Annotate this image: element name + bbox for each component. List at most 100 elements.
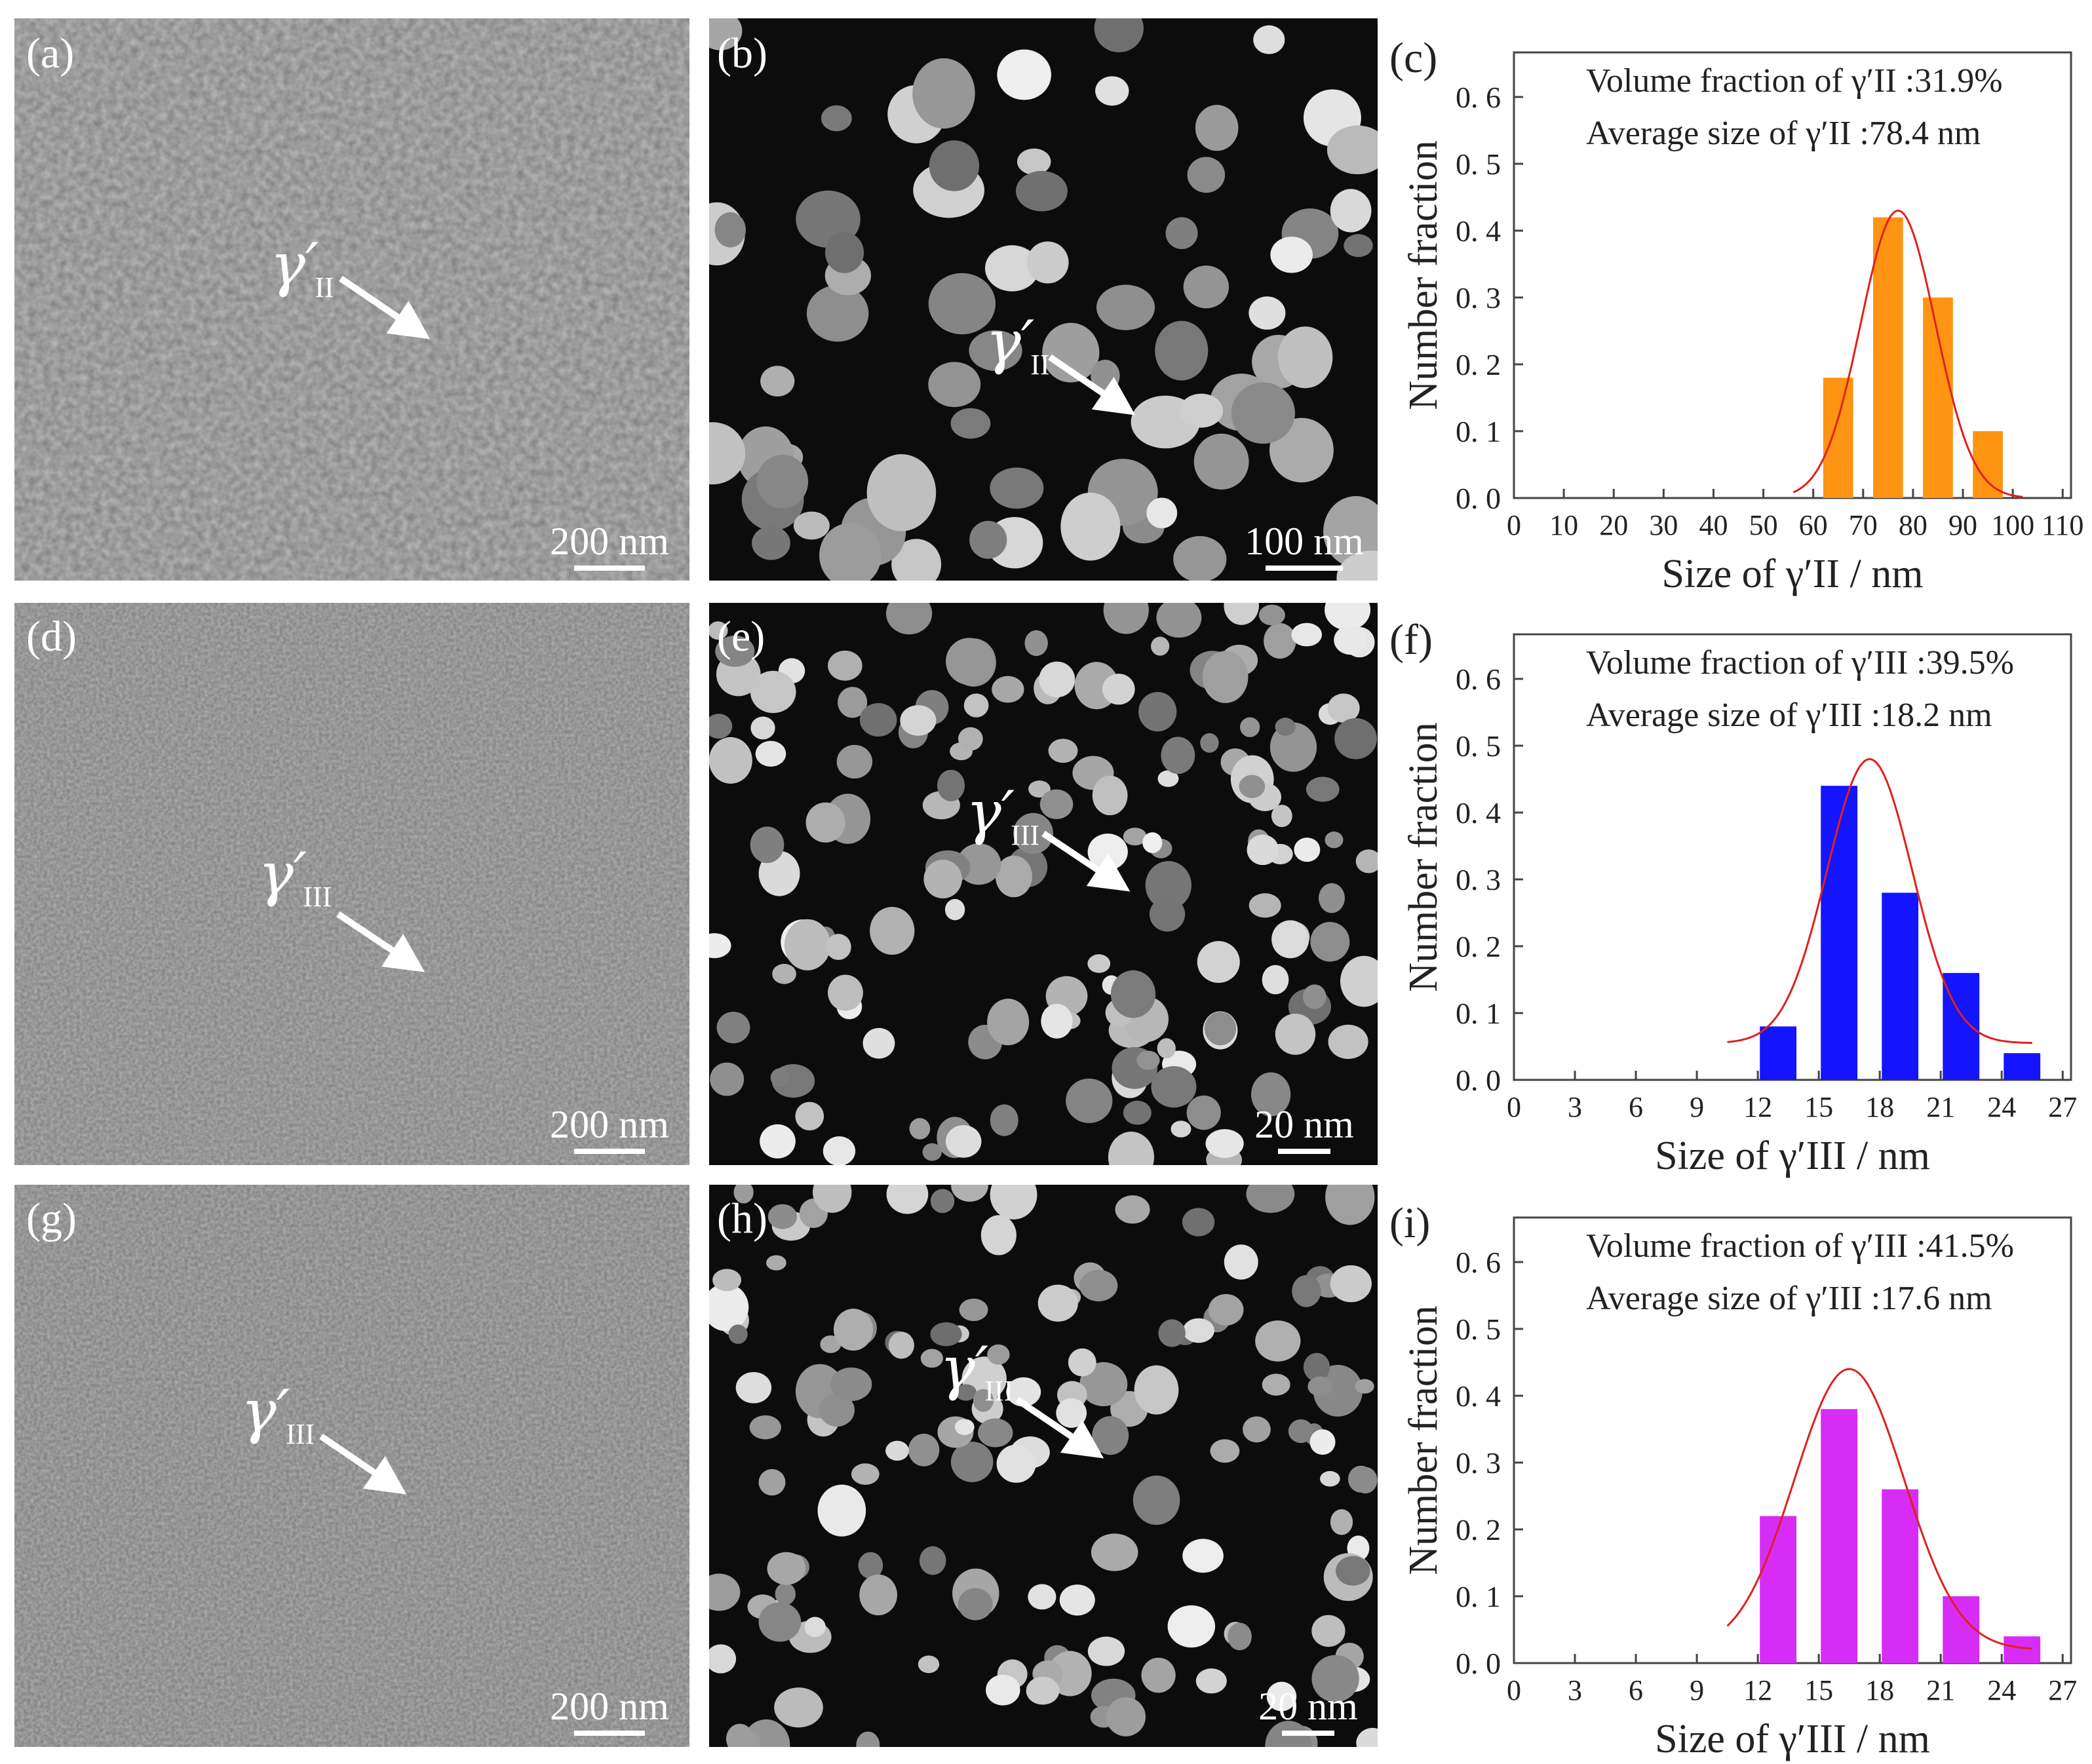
particle <box>912 58 975 129</box>
sem-micrograph <box>14 603 689 1165</box>
particle <box>709 737 752 784</box>
particle <box>1253 25 1285 54</box>
particle <box>1195 1668 1227 1694</box>
y-tick-label: 0. 6 <box>1456 662 1501 696</box>
particle <box>1048 738 1078 763</box>
particle <box>958 1588 993 1620</box>
particle <box>1186 1095 1221 1130</box>
x-tick-label: 12 <box>1743 1091 1772 1123</box>
particle <box>908 1433 940 1467</box>
particle <box>709 1283 749 1332</box>
particle <box>709 1644 737 1674</box>
particle <box>1157 770 1179 787</box>
particle <box>733 1185 754 1204</box>
particle <box>1183 265 1230 309</box>
tem-micrograph <box>709 1185 1378 1747</box>
particle <box>1123 1100 1152 1125</box>
particle <box>1311 1655 1359 1702</box>
particle <box>969 330 1022 372</box>
particle <box>1231 382 1295 444</box>
y-tick-label: 0. 2 <box>1456 348 1501 381</box>
particle <box>760 1124 796 1159</box>
particle <box>1271 805 1292 828</box>
particle <box>1091 1533 1138 1571</box>
x-tick-label: 0 <box>1507 1091 1521 1123</box>
particle <box>836 744 873 779</box>
particle <box>1255 1320 1301 1362</box>
particle <box>859 1574 897 1616</box>
particle <box>945 1125 982 1158</box>
particle <box>767 1552 806 1585</box>
particle <box>772 963 796 984</box>
particle <box>1319 1470 1340 1487</box>
particle <box>710 1062 745 1096</box>
particle <box>1079 1269 1118 1301</box>
particle <box>1108 1132 1154 1165</box>
particle <box>1262 1373 1290 1396</box>
chart-svg: (c) 0. 0 0. 1 0. 2 0. 3 0. 4 0. 5 0. 6 0 10 20 30 40… <box>1389 34 2083 596</box>
particle <box>859 702 897 737</box>
particle <box>1146 497 1178 529</box>
particle <box>726 1723 754 1747</box>
particle <box>987 1344 1010 1365</box>
particle <box>1165 217 1198 250</box>
annotation-volume-fraction: Volume fraction of γ′III :41.5% <box>1586 1227 2014 1265</box>
particle <box>820 1335 842 1353</box>
particle <box>716 1011 750 1044</box>
y-tick-label: 0. 4 <box>1456 796 1501 830</box>
particle <box>825 934 851 960</box>
x-tick-label: 3 <box>1568 1091 1582 1123</box>
particle <box>1079 1362 1128 1406</box>
particle <box>1039 661 1075 698</box>
particle <box>1094 18 1144 52</box>
particle <box>1197 941 1240 983</box>
particle <box>980 1215 1017 1256</box>
particle <box>774 1687 823 1728</box>
x-tick-label: 24 <box>1987 1674 2016 1706</box>
particle <box>766 1255 786 1271</box>
histogram-chart-f: (f) 0. 0 0. 1 0. 2 0. 3 0. 4 0. 5 0. 6 0 3 6 9 12 15 1… <box>1383 602 2091 1178</box>
particle <box>819 523 881 581</box>
particle <box>828 974 863 1011</box>
particle <box>1275 1013 1316 1055</box>
y-tick-label: 0. 6 <box>1456 1246 1501 1279</box>
particle <box>950 408 991 439</box>
particle <box>1103 603 1149 634</box>
particle <box>973 1389 994 1412</box>
particle <box>1291 623 1323 647</box>
y-tick-label: 0. 4 <box>1456 1379 1501 1413</box>
particle <box>1258 604 1285 626</box>
y-tick-label: 0. 3 <box>1456 1446 1501 1480</box>
particle <box>1327 125 1378 174</box>
particle <box>928 273 996 335</box>
particle <box>1156 603 1202 638</box>
particle <box>709 714 733 739</box>
particle <box>1039 789 1074 820</box>
particle <box>1330 1509 1353 1535</box>
particle <box>1123 828 1147 846</box>
panel-label-a: (a) <box>26 29 75 77</box>
histogram-bar <box>1760 1026 1797 1080</box>
particle <box>793 511 830 540</box>
particle <box>1247 834 1279 866</box>
particle <box>955 1384 977 1401</box>
tem-panel-e <box>709 603 1378 1165</box>
scale-bar: 200 nm <box>537 519 682 571</box>
histogram-chart-c: (c) 0. 0 0. 1 0. 2 0. 3 0. 4 0. 5 0. 6 0 10 20 30 40… <box>1383 20 2091 596</box>
histogram-bar <box>1882 892 1919 1080</box>
particle <box>923 860 962 898</box>
panel-label-e: (e) <box>717 613 765 661</box>
x-axis-label: Size of γ′III / nm <box>1655 1717 1930 1761</box>
x-tick-label: 27 <box>2048 1091 2077 1123</box>
particle <box>813 1185 852 1213</box>
particle <box>1182 1318 1214 1343</box>
histogram-bar <box>1923 297 1953 498</box>
particle <box>1042 322 1100 383</box>
y-tick-label: 0. 3 <box>1456 281 1501 315</box>
particle <box>819 1393 855 1427</box>
particle <box>987 999 1030 1046</box>
particle <box>828 650 862 681</box>
particle <box>728 1324 748 1344</box>
particle <box>1134 1365 1179 1415</box>
particle <box>1308 1376 1333 1396</box>
